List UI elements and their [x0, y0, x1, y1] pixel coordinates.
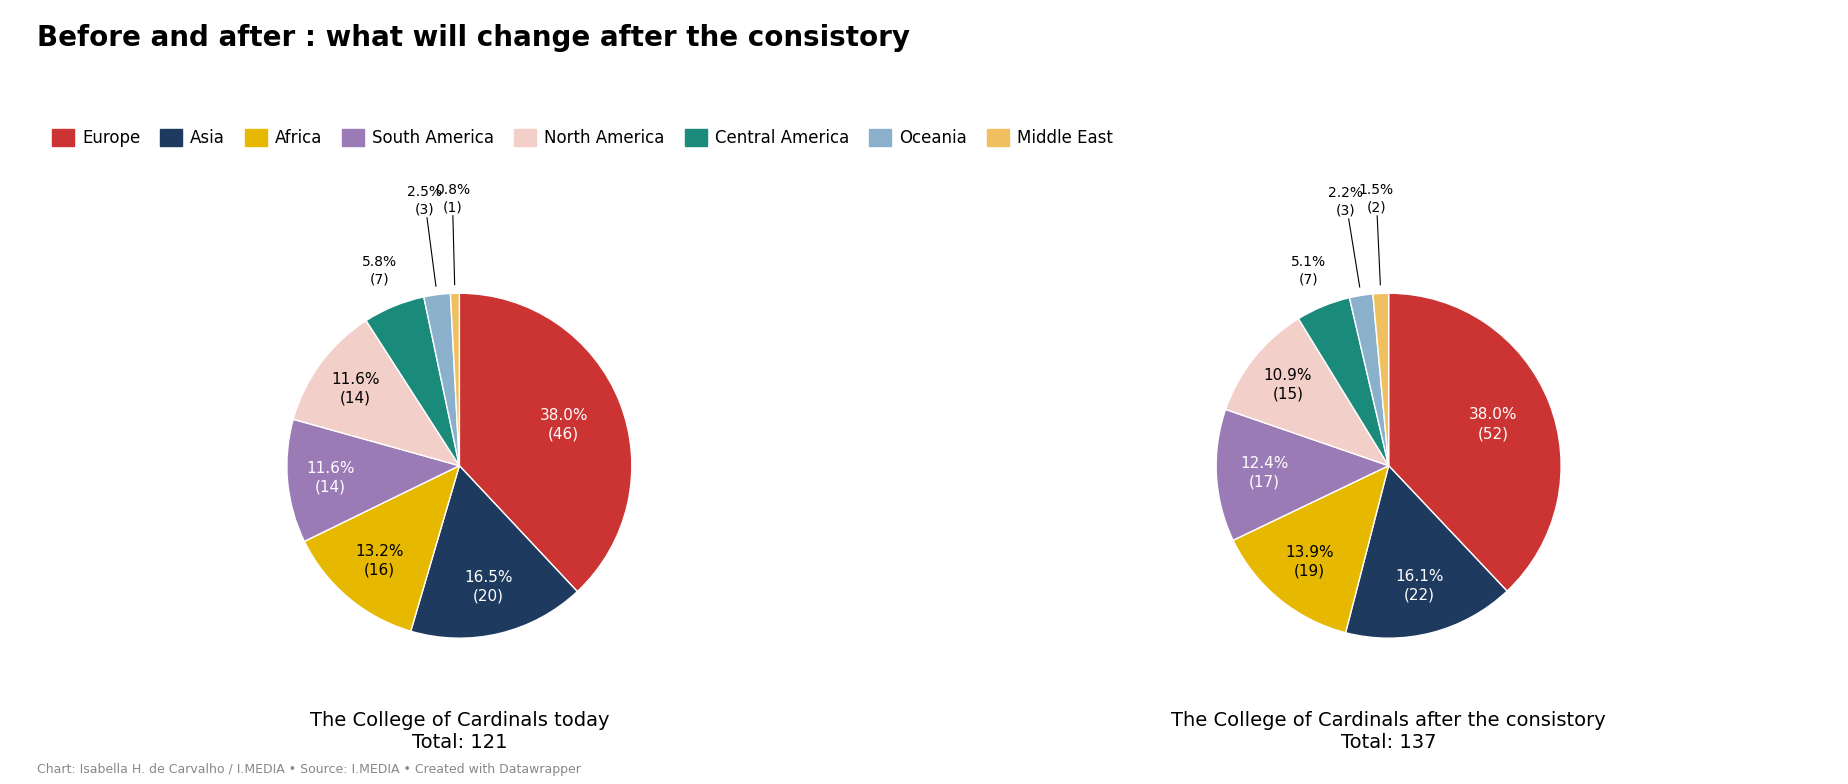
Wedge shape — [1388, 293, 1562, 591]
Text: 5.8%
(7): 5.8% (7) — [362, 256, 397, 287]
Text: 16.1%
(22): 16.1% (22) — [1395, 569, 1443, 603]
Text: 2.2%
(3): 2.2% (3) — [1329, 186, 1364, 217]
Text: 11.6%
(14): 11.6% (14) — [331, 372, 379, 405]
Text: 38.0%
(46): 38.0% (46) — [540, 408, 588, 441]
Wedge shape — [1349, 294, 1388, 466]
Legend: Europe, Asia, Africa, South America, North America, Central America, Oceania, Mi: Europe, Asia, Africa, South America, Nor… — [46, 122, 1120, 154]
Wedge shape — [1373, 293, 1388, 466]
Text: 10.9%
(15): 10.9% (15) — [1264, 368, 1312, 401]
Wedge shape — [1299, 298, 1388, 466]
Text: 13.9%
(19): 13.9% (19) — [1286, 545, 1334, 579]
Text: 13.2%
(16): 13.2% (16) — [355, 544, 403, 577]
X-axis label: The College of Cardinals after the consistory
Total: 137: The College of Cardinals after the consi… — [1172, 711, 1606, 752]
Text: 2.5%
(3): 2.5% (3) — [407, 185, 442, 216]
Text: 5.1%
(7): 5.1% (7) — [1292, 256, 1327, 287]
Text: 16.5%
(20): 16.5% (20) — [464, 570, 512, 604]
X-axis label: The College of Cardinals today
Total: 121: The College of Cardinals today Total: 12… — [310, 711, 610, 752]
Wedge shape — [366, 297, 460, 466]
Wedge shape — [423, 293, 460, 466]
Text: 11.6%
(14): 11.6% (14) — [307, 461, 355, 494]
Text: 1.5%
(2): 1.5% (2) — [1358, 183, 1393, 214]
Wedge shape — [1216, 409, 1388, 540]
Wedge shape — [460, 293, 632, 592]
Text: 0.8%
(1): 0.8% (1) — [434, 183, 469, 214]
Wedge shape — [305, 466, 460, 631]
Text: Before and after : what will change after the consistory: Before and after : what will change afte… — [37, 24, 909, 52]
Wedge shape — [410, 466, 577, 638]
Text: 38.0%
(52): 38.0% (52) — [1469, 408, 1517, 441]
Text: Chart: Isabella H. de Carvalho / I.MEDIA • Source: I.MEDIA • Created with Datawr: Chart: Isabella H. de Carvalho / I.MEDIA… — [37, 763, 580, 776]
Wedge shape — [1225, 318, 1388, 466]
Wedge shape — [1345, 466, 1508, 638]
Wedge shape — [1233, 466, 1388, 633]
Wedge shape — [451, 293, 460, 466]
Text: 12.4%
(17): 12.4% (17) — [1240, 456, 1288, 490]
Wedge shape — [294, 321, 460, 466]
Wedge shape — [286, 419, 460, 542]
